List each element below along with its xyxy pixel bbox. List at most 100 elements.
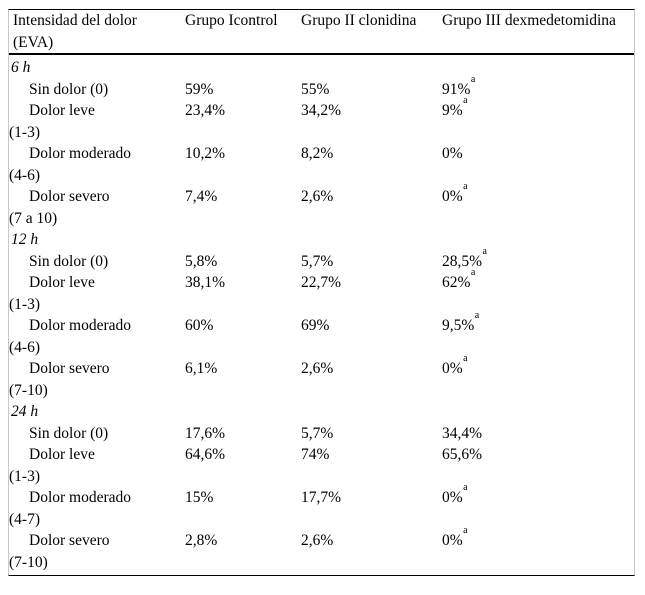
cell-group3: 9%a (442, 96, 634, 143)
header-group-3-dexmedetomidina: Grupo III dexmedetomidina (442, 10, 634, 55)
value-text: 5,8% (185, 252, 218, 270)
cell-group1: 60% (185, 315, 301, 358)
value-text: 5,7% (301, 424, 334, 442)
time-period-label: 24 h (11, 403, 39, 420)
value-text: 7,4% (185, 188, 218, 205)
value-text: 23,4% (185, 102, 226, 119)
cell-group3: 65,6% (442, 444, 634, 487)
cell-group3: 0%a (442, 182, 634, 229)
value-text: 69% (301, 317, 330, 334)
row-label: Dolor moderado (29, 145, 132, 162)
row-label: Dolor leve (29, 274, 95, 291)
cell-group1: 23,4% (185, 100, 301, 143)
row-label: Sin dolor (0) (29, 424, 109, 442)
cell-group2: 8,2% (301, 143, 442, 186)
value-text: 0% (442, 489, 463, 506)
cell-group3: 0%a (442, 483, 634, 530)
value-text: 74% (301, 446, 330, 463)
row-label: Dolor severo (29, 188, 110, 205)
cell-group1: 7,4% (185, 186, 301, 229)
superscript-note: a (474, 310, 480, 322)
cell-group1: 6,1% (185, 358, 301, 401)
table-row: Dolor severo (7-10) 6,1% 2,6% 0%a (9, 354, 634, 401)
row-label: Sin dolor (0) (29, 252, 109, 270)
value-text: 38,1% (185, 274, 226, 291)
header-pain-intensity: Intensidad del dolor (EVA) (9, 10, 185, 55)
section-row-12h: 12 h (9, 229, 634, 251)
cell-group1: 5,8% (185, 251, 301, 273)
value-text: 62% (442, 274, 471, 291)
table-row: Dolor moderado (4-6) 10,2% 8,2% 0% (9, 143, 634, 186)
value-text: 91% (442, 80, 471, 98)
superscript-note: a (482, 245, 487, 257)
row-label-cont: (1-3) (9, 295, 40, 313)
header-group-2-clonidina: Grupo II clonidina (301, 10, 442, 55)
value-text: 0% (442, 360, 463, 377)
table-body: 6 h Sin dolor (0) 59% 55% 91%a Dolor lev… (9, 54, 634, 575)
row-label-cont: (4-6) (9, 338, 40, 356)
value-text: 55% (301, 80, 330, 98)
section-row-24h: 24 h (9, 401, 634, 423)
value-text: 0% (442, 532, 463, 549)
cell-group2: 5,7% (301, 251, 442, 273)
pain-intensity-table: Intensidad del dolor (EVA) Grupo Icontro… (8, 9, 635, 576)
cell-group2: 22,7% (301, 272, 442, 315)
cell-group1: 15% (185, 487, 301, 530)
cell-group1: 59% (185, 79, 301, 101)
cell-group3: 9,5%a (442, 311, 634, 358)
table-row: Dolor leve (1-3) 23,4% 34,2% 9%a (9, 96, 634, 143)
value-text: 8,2% (301, 145, 334, 162)
cell-group2: 74% (301, 444, 442, 487)
cell-group3: 28,5%a (442, 246, 634, 273)
cell-group2: 2,6% (301, 186, 442, 229)
cell-group1: 17,6% (185, 423, 301, 445)
row-label-cont: (4-6) (9, 166, 40, 184)
cell-group3: 0%a (442, 354, 634, 401)
value-text: 60% (185, 317, 214, 334)
value-text: 0% (442, 188, 463, 205)
cell-group2: 2,6% (301, 358, 442, 401)
value-text: 2,6% (301, 188, 334, 205)
table-row: Dolor moderado (4-6) 60% 69% 9,5%a (9, 311, 634, 358)
row-label-cont: (7-10) (9, 381, 48, 399)
superscript-note: a (463, 95, 468, 107)
cell-group2: 69% (301, 315, 442, 358)
value-text: 10,2% (185, 145, 226, 162)
cell-group2: 55% (301, 79, 442, 101)
superscript-note: a (470, 267, 476, 279)
table-header: Intensidad del dolor (EVA) Grupo Icontro… (9, 10, 634, 55)
cell-group3: 91%a (442, 74, 634, 101)
value-text: 59% (185, 80, 214, 98)
table-row: Dolor leve (1-3) 64,6% 74% 65,6% (9, 444, 634, 487)
value-text: 2,6% (301, 532, 334, 549)
cell-group1: 38,1% (185, 272, 301, 315)
header-pain-intensity-line1: Intensidad del dolor (13, 12, 137, 29)
data-table: Intensidad del dolor (EVA) Grupo Icontro… (9, 10, 634, 575)
table-row: Dolor severo (7 a 10) 7,4% 2,6% 0%a (9, 182, 634, 229)
row-label-cont: (1-3) (9, 467, 40, 485)
section-row-6h: 6 h (9, 54, 634, 79)
superscript-note: a (463, 482, 468, 494)
cell-group1: 10,2% (185, 143, 301, 186)
superscript-note: a (470, 73, 476, 85)
superscript-note: a (463, 525, 468, 537)
cell-group2: 5,7% (301, 423, 442, 445)
value-text: 6,1% (185, 360, 218, 377)
value-text: 2,6% (301, 360, 334, 377)
cell-group3: 34,4% (442, 423, 634, 445)
header-row: Intensidad del dolor (EVA) Grupo Icontro… (9, 10, 634, 55)
cell-group1: 64,6% (185, 444, 301, 487)
value-text: 17,7% (301, 489, 342, 506)
value-text: 34,4% (442, 424, 483, 442)
cell-group2: 17,7% (301, 487, 442, 530)
row-label: Dolor leve (29, 102, 95, 119)
value-text: 2,8% (185, 532, 218, 549)
header-pain-intensity-line2: (EVA) (13, 33, 54, 51)
row-label-cont: (7 a 10) (9, 209, 58, 227)
value-text: 9,5% (442, 317, 475, 334)
cell-group3: 0%a (442, 526, 634, 575)
value-text: 28,5% (442, 252, 483, 270)
value-text: 64,6% (185, 446, 226, 463)
row-label-cont: (4-7) (9, 510, 40, 528)
